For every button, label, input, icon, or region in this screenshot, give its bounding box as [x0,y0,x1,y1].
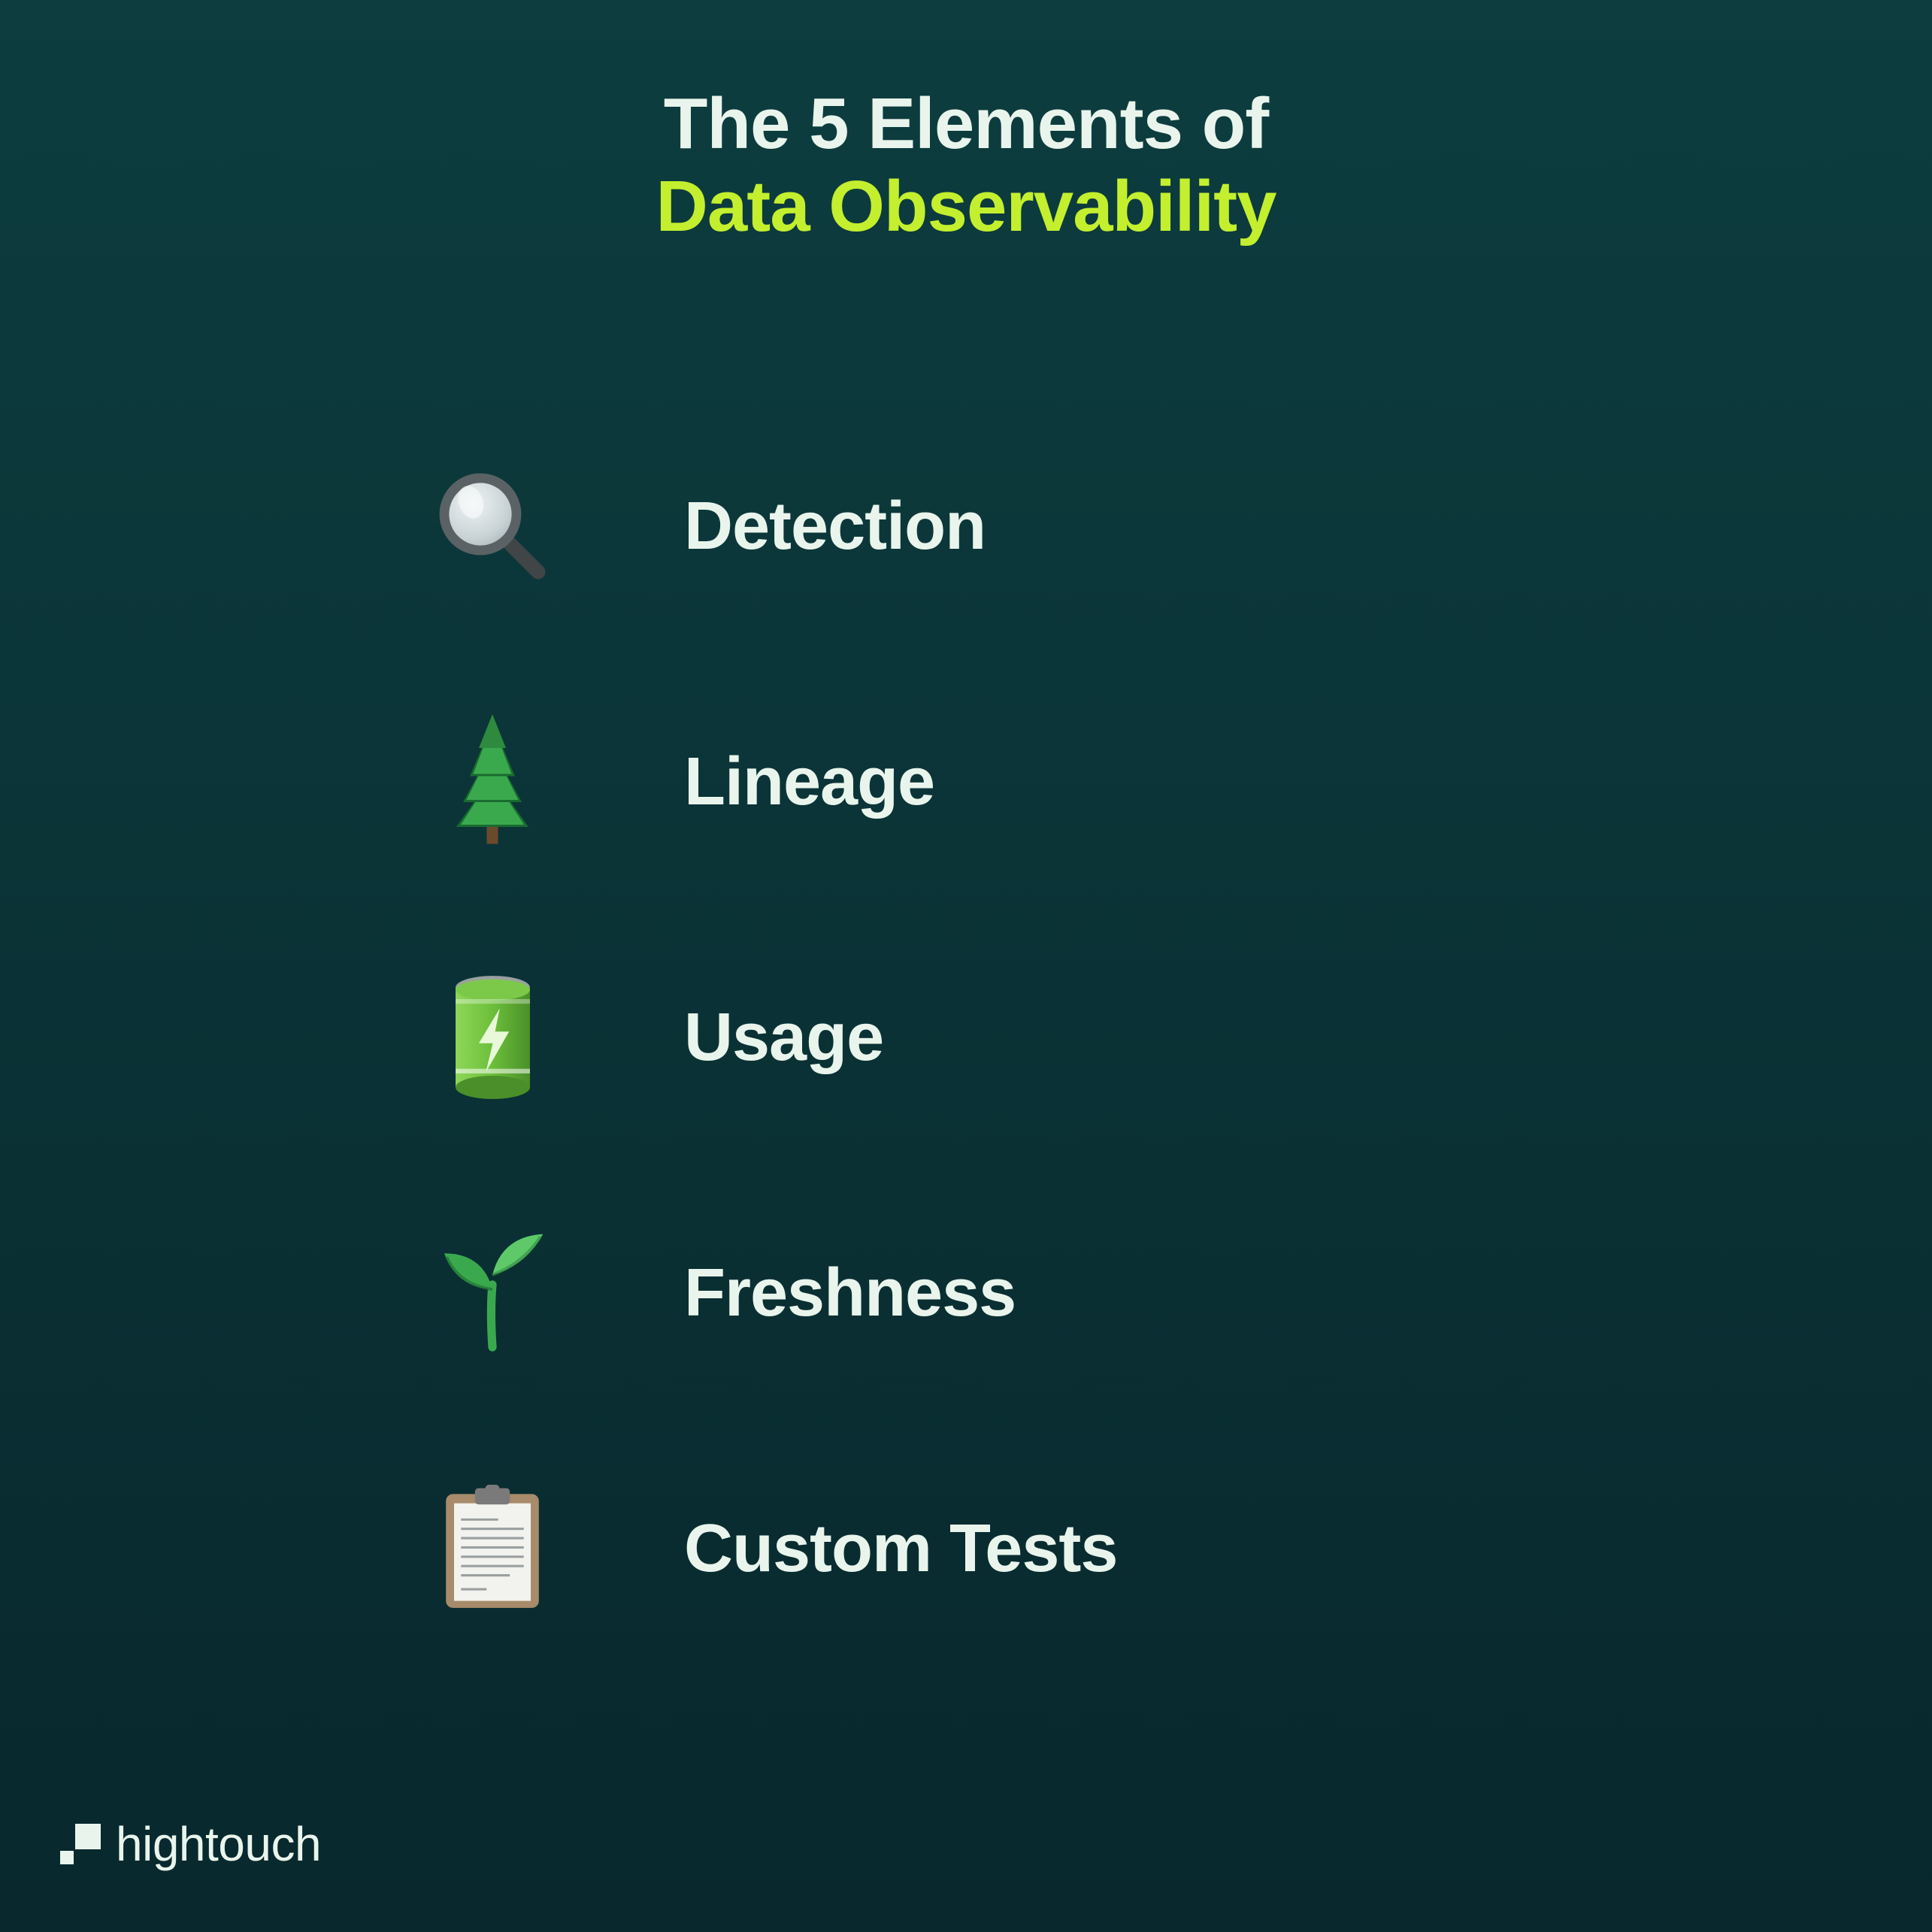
list-item: Detection [0,398,1932,654]
item-label: Usage [684,999,883,1077]
items-list: Detection Lineage [0,398,1932,1676]
title-line-1: The 5 Elements of [0,83,1932,165]
battery-icon [428,974,556,1101]
brand-logo-text: hightouch [116,1816,321,1872]
item-label: Custom Tests [684,1510,1117,1588]
list-item: Usage [0,910,1932,1165]
list-item: Lineage [0,654,1932,910]
clipboard-icon [428,1485,556,1613]
title-line-2: Data Observability [0,165,1932,248]
item-label: Freshness [684,1255,1016,1332]
evergreen-tree-icon [428,718,556,846]
list-item: Custom Tests [0,1421,1932,1676]
seedling-icon [428,1229,556,1357]
item-label: Lineage [684,743,934,821]
magnifying-glass-icon [428,462,556,590]
brand-logo: hightouch [60,1816,321,1872]
brand-logo-mark-icon [60,1824,101,1864]
item-label: Detection [684,488,986,565]
list-item: Freshness [0,1165,1932,1421]
title-block: The 5 Elements of Data Observability [0,83,1932,249]
